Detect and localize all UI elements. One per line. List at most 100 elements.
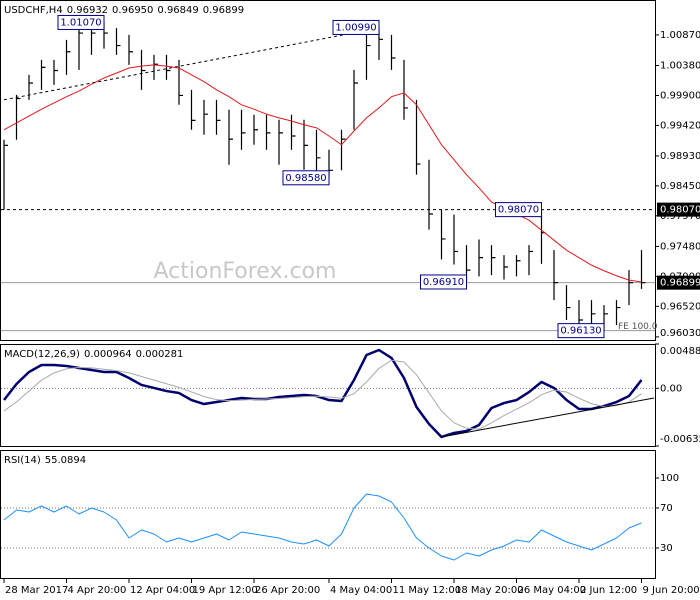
price-bar bbox=[503, 255, 508, 280]
price-bar bbox=[565, 285, 571, 321]
price-bar bbox=[278, 119, 283, 165]
price-bar bbox=[190, 89, 196, 130]
price-bar bbox=[65, 39, 71, 75]
y-tick-label: 0.98450 bbox=[660, 181, 700, 192]
y-tick-label: 0.99900 bbox=[660, 90, 700, 101]
price-bar bbox=[228, 109, 233, 165]
panel-header: USDCHF,H4 0.96932 0.96950 0.96849 0.96899 bbox=[4, 5, 244, 16]
x-tick-label: 26 May 04:00 bbox=[518, 585, 587, 596]
price-bar bbox=[265, 114, 271, 150]
header-value: 0.96932 bbox=[67, 5, 108, 16]
price-bar bbox=[165, 54, 171, 80]
price-label: 0.96130 bbox=[560, 326, 601, 337]
axis-price-box bbox=[657, 202, 700, 217]
x-tick-label: 4 May 04:00 bbox=[330, 585, 392, 596]
price-label: 1.01070 bbox=[60, 17, 101, 28]
price-bar bbox=[440, 209, 446, 260]
panel-frame bbox=[0, 344, 656, 447]
price-bar bbox=[128, 34, 133, 65]
moving-average bbox=[3, 64, 642, 283]
indicator-line bbox=[3, 493, 642, 561]
y-tick-label: 0.96520 bbox=[660, 301, 700, 312]
y-tick-label: -0.006354 bbox=[660, 434, 700, 445]
price-bar bbox=[28, 74, 33, 100]
price-bar bbox=[553, 250, 558, 301]
price-bar bbox=[628, 270, 633, 306]
price-label-box bbox=[557, 323, 605, 339]
price-bar bbox=[115, 28, 121, 55]
price-bar bbox=[615, 300, 621, 326]
y-tick-label: 1.00380 bbox=[660, 61, 700, 72]
panel-frame bbox=[0, 450, 656, 579]
x-tick-label: 19 Apr 12:00 bbox=[193, 585, 258, 596]
x-tick-label: 9 Jun 20:00 bbox=[643, 585, 700, 596]
indicator-line bbox=[3, 359, 642, 430]
price-label-box bbox=[332, 19, 380, 35]
header-value: 0.96899 bbox=[203, 5, 244, 16]
price-bar bbox=[178, 59, 183, 105]
y-tick-label: 30 bbox=[660, 543, 673, 554]
price-bar bbox=[515, 255, 521, 277]
price-bar bbox=[453, 214, 458, 265]
y-tick-label: 0.98930 bbox=[660, 151, 700, 162]
panel-title: USDCHF,H4 bbox=[4, 5, 63, 16]
y-tick-label: 100 bbox=[660, 473, 679, 484]
y-tick-label: 0.99420 bbox=[660, 120, 700, 131]
y-tick-label: 70 bbox=[660, 503, 673, 514]
x-tick-label: 26 Apr 20:00 bbox=[255, 585, 320, 596]
x-tick-label: 11 May 12:00 bbox=[393, 585, 462, 596]
price-bar bbox=[340, 129, 346, 171]
panel-frame bbox=[0, 0, 656, 341]
price-bar bbox=[528, 245, 533, 276]
price-bar bbox=[240, 109, 246, 150]
price-bar bbox=[428, 159, 433, 230]
price-bar bbox=[490, 245, 496, 276]
header-value: 55.0894 bbox=[45, 455, 86, 466]
price-bar bbox=[353, 69, 358, 130]
x-tick-label: 2 Jun 12:00 bbox=[580, 585, 637, 596]
y-tick-label: 1.00870 bbox=[660, 30, 700, 41]
indicator-line bbox=[3, 348, 643, 439]
trend-line bbox=[441, 397, 655, 438]
header-value: 0.96950 bbox=[112, 5, 153, 16]
price-bar bbox=[478, 239, 483, 277]
x-tick-label: 18 May 20:00 bbox=[455, 585, 524, 596]
price-bar bbox=[365, 29, 371, 80]
price-bar bbox=[390, 34, 396, 70]
price-bar bbox=[578, 300, 583, 327]
price-bar bbox=[203, 99, 208, 135]
header-value: 0.000281 bbox=[136, 349, 184, 360]
price-label: 1.00990 bbox=[335, 22, 376, 33]
y-tick-label: 0.00 bbox=[660, 383, 682, 394]
price-bar bbox=[40, 59, 46, 90]
price-bar bbox=[140, 49, 146, 90]
price-label-box bbox=[495, 202, 542, 218]
price-bar bbox=[315, 129, 321, 175]
price-label-box bbox=[57, 14, 105, 30]
price-bar bbox=[253, 114, 258, 145]
price-label-box bbox=[282, 170, 330, 186]
y-tick-label: 0.97480 bbox=[660, 241, 700, 252]
price-bar bbox=[15, 94, 21, 140]
trend-line bbox=[3, 27, 380, 101]
price-bar bbox=[78, 29, 83, 70]
watermark: ActionForex.com bbox=[154, 259, 337, 284]
price-label-box bbox=[420, 274, 467, 290]
panel-header: MACD(12,26,9) 0.000964 0.000281 bbox=[4, 349, 183, 360]
panel-title: MACD(12,26,9) bbox=[4, 349, 80, 360]
price-bar bbox=[590, 300, 596, 327]
price-label: 0.98070 bbox=[498, 205, 539, 216]
panel-header: RSI(14) 55.0894 bbox=[4, 455, 86, 466]
price-label: 0.96910 bbox=[423, 277, 464, 288]
header-value: 0.96849 bbox=[157, 5, 198, 16]
axis-price-label: 0.98070 bbox=[660, 205, 700, 216]
price-bar bbox=[153, 54, 158, 80]
x-tick-label: 4 Apr 20:00 bbox=[68, 585, 127, 596]
y-tick-label: 0.004883 bbox=[660, 346, 700, 357]
price-bar bbox=[403, 59, 408, 120]
x-tick-label: 28 Mar 2017 bbox=[5, 585, 68, 596]
price-bar bbox=[303, 119, 308, 170]
x-tick-label: 12 Apr 04:00 bbox=[130, 585, 195, 596]
